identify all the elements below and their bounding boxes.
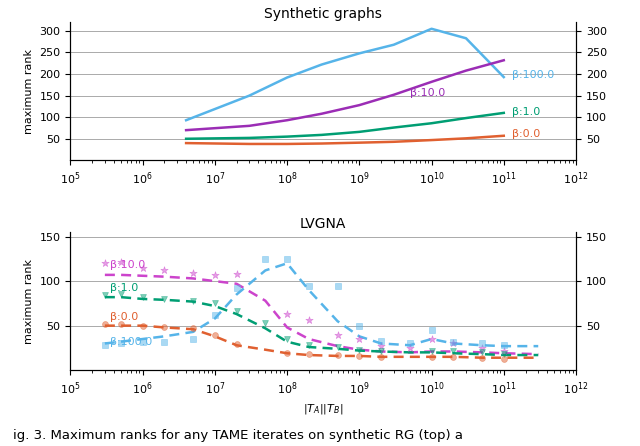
Text: β:0.0: β:0.0 — [512, 129, 540, 140]
Point — [477, 344, 487, 351]
Point — [404, 340, 415, 347]
Point — [210, 331, 220, 338]
Point — [477, 340, 487, 347]
Point — [477, 349, 487, 356]
Text: β:100.0: β:100.0 — [512, 70, 554, 80]
Point — [376, 353, 386, 360]
Point — [448, 353, 458, 360]
Text: β:1.0: β:1.0 — [512, 107, 540, 117]
Point — [354, 352, 364, 359]
Point — [282, 310, 292, 318]
Point — [332, 331, 342, 338]
Point — [354, 322, 364, 329]
Point — [188, 297, 198, 304]
Point — [282, 335, 292, 343]
Point — [100, 292, 110, 299]
Point — [232, 285, 242, 292]
Title: LVGNA: LVGNA — [300, 217, 346, 231]
Point — [159, 267, 170, 274]
Point — [304, 317, 314, 324]
Y-axis label: maximum rank: maximum rank — [24, 49, 34, 134]
Point — [138, 338, 148, 345]
Point — [304, 342, 314, 349]
Point — [499, 355, 509, 362]
Point — [116, 320, 126, 327]
Point — [376, 343, 386, 350]
Point — [188, 325, 198, 332]
Point — [426, 353, 436, 360]
Point — [138, 264, 148, 271]
Point — [499, 347, 509, 354]
Point — [188, 269, 198, 277]
Point — [100, 342, 110, 349]
Point — [116, 340, 126, 347]
Point — [376, 337, 386, 344]
Point — [332, 351, 342, 359]
Point — [354, 335, 364, 343]
Point — [426, 348, 436, 355]
Point — [426, 335, 436, 343]
Point — [376, 347, 386, 354]
Point — [499, 342, 509, 349]
Text: β:0.0: β:0.0 — [109, 312, 138, 322]
Point — [448, 340, 458, 347]
Point — [404, 344, 415, 351]
Point — [448, 338, 458, 345]
Point — [116, 258, 126, 265]
Point — [448, 348, 458, 355]
Point — [332, 343, 342, 351]
Text: β:1.0: β:1.0 — [109, 283, 138, 293]
Point — [159, 323, 170, 330]
Point — [232, 307, 242, 314]
Point — [260, 319, 271, 326]
Y-axis label: maximum rank: maximum rank — [24, 259, 34, 344]
Point — [426, 326, 436, 334]
Point — [138, 322, 148, 329]
Point — [232, 341, 242, 348]
Point — [477, 354, 487, 361]
Point — [100, 320, 110, 327]
Point — [354, 346, 364, 353]
X-axis label: $|T_A||T_B|$: $|T_A||T_B|$ — [303, 402, 344, 416]
Text: ig. 3. Maximum ranks for any TAME iterates on synthetic RG (top) a: ig. 3. Maximum ranks for any TAME iterat… — [13, 429, 463, 442]
Point — [210, 311, 220, 318]
Point — [304, 351, 314, 358]
Point — [260, 255, 271, 262]
Point — [282, 350, 292, 357]
Point — [116, 290, 126, 297]
Point — [210, 271, 220, 278]
Title: Synthetic graphs: Synthetic graphs — [264, 7, 382, 21]
Point — [159, 338, 170, 345]
Point — [188, 335, 198, 343]
Point — [499, 351, 509, 358]
Point — [232, 270, 242, 277]
Point — [332, 282, 342, 289]
Point — [282, 255, 292, 262]
Point — [210, 300, 220, 307]
Point — [304, 282, 314, 289]
Text: β:10.0: β:10.0 — [410, 88, 445, 99]
Text: β:100.0: β:100.0 — [109, 337, 152, 347]
Point — [159, 295, 170, 302]
Point — [100, 260, 110, 267]
Point — [138, 293, 148, 301]
Text: β:10.0: β:10.0 — [109, 260, 145, 270]
